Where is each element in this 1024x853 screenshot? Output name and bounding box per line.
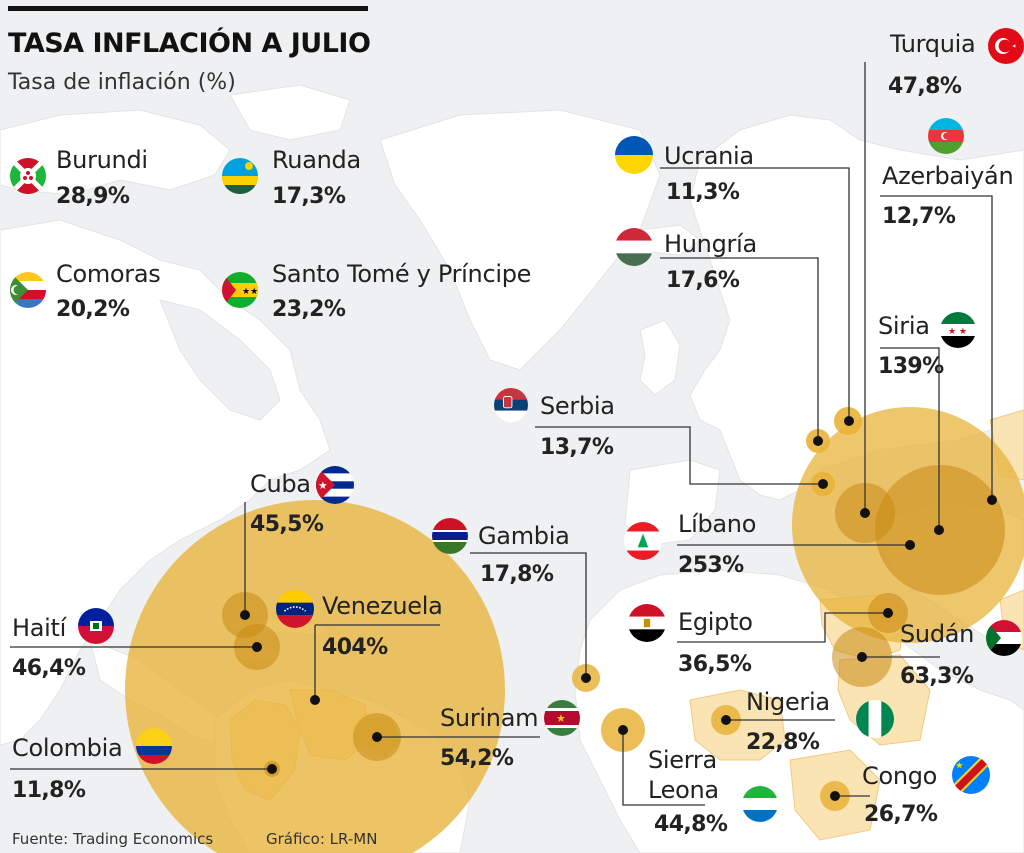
legend-burundi-name: Burundi — [56, 146, 148, 174]
label-azerbaiyan-name: Azerbaiyán — [882, 162, 1014, 190]
comoros-flag-icon — [10, 272, 46, 308]
label-libano-value: 253% — [678, 553, 744, 578]
legend-comoras-name: Comoras — [56, 260, 161, 288]
source-note: Fuente: Trading Economics — [12, 830, 214, 848]
credit-note: Gráfico: LR-MN — [266, 830, 378, 848]
leader-lines — [10, 62, 993, 806]
bubble-centers — [240, 416, 997, 801]
label-sierra-leona-value: 44,8% — [654, 812, 728, 837]
label-libano-name: Líbano — [678, 510, 757, 538]
label-sierra-name: Sierra — [648, 746, 717, 774]
hungary-flag-icon — [615, 228, 653, 266]
label-hungria-value: 17,6% — [666, 268, 740, 293]
gambia-flag-icon — [432, 518, 468, 554]
label-sudan-name: Sudán — [900, 620, 975, 648]
syria-flag-icon: ★ ★ — [940, 312, 976, 348]
label-azerbaiyan-value: 12,7% — [882, 204, 956, 229]
legend-ruanda-name: Ruanda — [272, 146, 361, 174]
label-ucrania-name: Ucrania — [664, 142, 754, 170]
svg-text:★: ★ — [955, 761, 964, 772]
label-surinam-name: Surinam — [440, 704, 539, 732]
venezuela-flag-icon — [276, 590, 314, 628]
label-congo-value: 26,7% — [864, 802, 938, 827]
label-gambia-name: Gambia — [478, 522, 570, 550]
lebanon-flag-icon — [624, 522, 662, 560]
label-surinam-value: 54,2% — [440, 746, 514, 771]
svg-text:★: ★ — [318, 480, 327, 492]
suriname-flag-icon: ★ — [544, 700, 580, 736]
label-venezuela-value: 404% — [322, 635, 388, 660]
azerbaijan-flag-icon — [928, 118, 964, 154]
burundi-flag-icon — [10, 158, 46, 194]
rwanda-flag-icon — [222, 158, 258, 194]
sierra-leone-flag-icon — [742, 786, 778, 822]
nigeria-flag-icon — [856, 700, 894, 738]
label-leona-name: Leona — [648, 776, 719, 804]
label-turquia-name: Turquia — [890, 30, 976, 58]
ukraine-flag-icon — [615, 136, 653, 174]
page-subtitle: Tasa de inflación (%) — [8, 70, 236, 95]
page-title: TASA INFLACIÓN A JULIO — [8, 28, 371, 59]
label-egipto-value: 36,5% — [678, 652, 752, 677]
label-venezuela-name: Venezuela — [322, 592, 443, 620]
label-colombia-name: Colombia — [12, 734, 123, 762]
label-congo-name: Congo — [862, 762, 938, 790]
label-siria-value: 139% — [878, 354, 944, 379]
turkey-flag-icon — [988, 28, 1024, 64]
label-egipto-name: Egipto — [678, 608, 753, 636]
haiti-flag-icon — [78, 608, 114, 644]
legend-santo-tome-value: 23,2% — [272, 297, 346, 322]
svg-text:★ ★: ★ ★ — [948, 327, 967, 337]
label-nigeria-value: 22,8% — [746, 730, 820, 755]
label-serbia-value: 13,7% — [540, 435, 614, 460]
svg-text:★★: ★★ — [242, 287, 258, 297]
label-haiti-value: 46,4% — [12, 656, 86, 681]
label-turquia-value: 47,8% — [888, 74, 962, 99]
label-haiti-name: Haití — [12, 614, 67, 642]
congo-flag-icon: ★ — [952, 756, 990, 794]
legend-ruanda-value: 17,3% — [272, 184, 346, 209]
label-hungria-name: Hungría — [664, 230, 757, 258]
legend-santo-tome-name: Santo Tomé y Príncipe — [272, 260, 532, 288]
label-ucrania-value: 11,3% — [666, 180, 740, 205]
legend-comoras-value: 20,2% — [56, 297, 130, 322]
label-serbia-name: Serbia — [540, 392, 615, 420]
label-cuba-name: Cuba — [250, 470, 311, 498]
colombia-flag-icon — [136, 728, 172, 764]
sudan-flag-icon — [986, 620, 1022, 656]
title-rule — [8, 6, 368, 11]
sao-tome-flag-icon: ★★ — [222, 272, 258, 308]
cuba-flag-icon: ★ — [316, 466, 354, 504]
egypt-flag-icon — [628, 604, 666, 642]
label-sudan-value: 63,3% — [900, 664, 974, 689]
label-gambia-value: 17,8% — [480, 562, 554, 587]
label-cuba-value: 45,5% — [250, 512, 324, 537]
serbia-flag-icon — [494, 388, 528, 422]
legend-burundi-value: 28,9% — [56, 184, 130, 209]
label-colombia-value: 11,8% — [12, 778, 86, 803]
svg-text:★: ★ — [556, 712, 566, 725]
label-nigeria-name: Nigeria — [746, 688, 830, 716]
label-siria-name: Siria — [878, 312, 930, 340]
